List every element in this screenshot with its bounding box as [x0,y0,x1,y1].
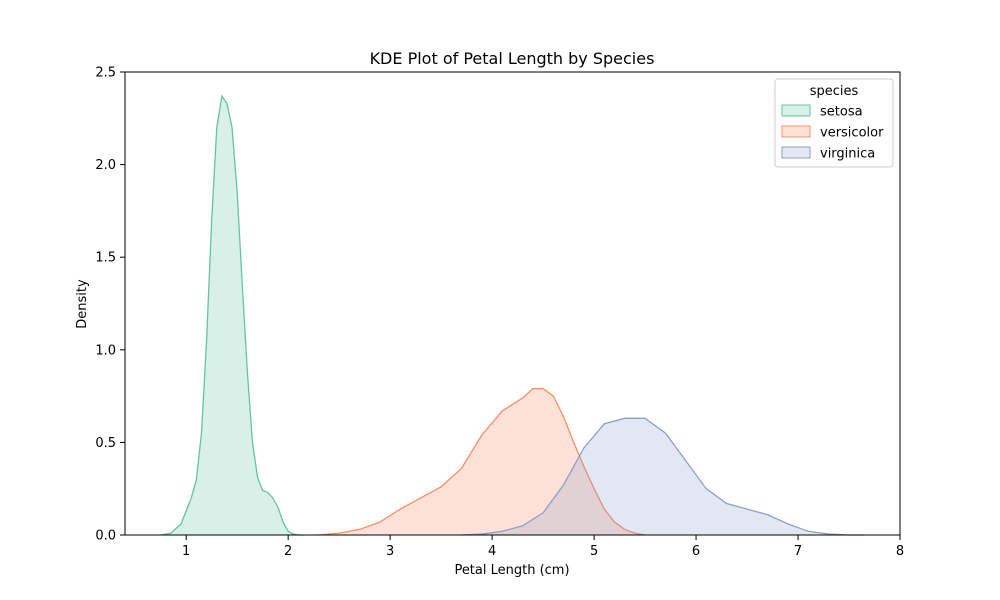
x-tick-label: 1 [182,544,190,559]
series-area-virginica [461,418,865,535]
y-tick-label: 2.5 [95,66,116,81]
series-area-versicolor [318,388,646,535]
chart-title: KDE Plot of Petal Length by Species [370,49,655,68]
legend-title: species [810,84,859,99]
y-tick-label: 0.5 [95,436,116,451]
x-tick-label: 8 [896,544,904,559]
series-versicolor [318,388,646,536]
plot-frame [124,71,901,536]
y-tick-label: 1.5 [95,251,116,266]
series-line-versicolor [318,388,646,536]
series-line-virginica [461,417,865,536]
x-axis: 1 2 3 4 5 6 7 8 [182,535,904,559]
x-tick-label: 6 [692,544,700,559]
y-tick-label: 2.0 [95,158,116,173]
legend-swatch-versicolor [781,125,811,138]
series-setosa [160,94,304,536]
legend-label-setosa: setosa [820,105,863,120]
legend-items: setosa versicolor virginica [781,104,884,162]
x-axis-label: Petal Length (cm) [454,563,569,578]
legend-frame [774,78,894,168]
x-tick-label: 7 [794,544,802,559]
legend-item-versicolor: versicolor [781,125,884,141]
y-tick-label: 1.0 [95,343,116,358]
legend-swatch-virginica [781,146,811,159]
series-line-setosa [160,94,304,536]
series-area-setosa [160,96,304,535]
y-axis: 0.0 0.5 1.0 1.5 2.0 2.5 [95,66,125,544]
legend-item-virginica: virginica [781,146,875,162]
legend-swatch-setosa [781,104,811,117]
legend-label-virginica: virginica [820,147,875,162]
legend-label-versicolor: versicolor [820,126,884,141]
legend: species setosa versicolor virginica [774,78,894,168]
x-tick-label: 5 [590,544,598,559]
y-axis-label: Density [75,279,90,329]
legend-item-setosa: setosa [781,104,863,120]
series-virginica [461,417,865,536]
x-tick-label: 3 [386,544,394,559]
x-tick-label: 4 [488,544,496,559]
x-tick-label: 2 [284,544,292,559]
series-layer [160,94,865,536]
y-tick-label: 0.0 [95,529,116,544]
